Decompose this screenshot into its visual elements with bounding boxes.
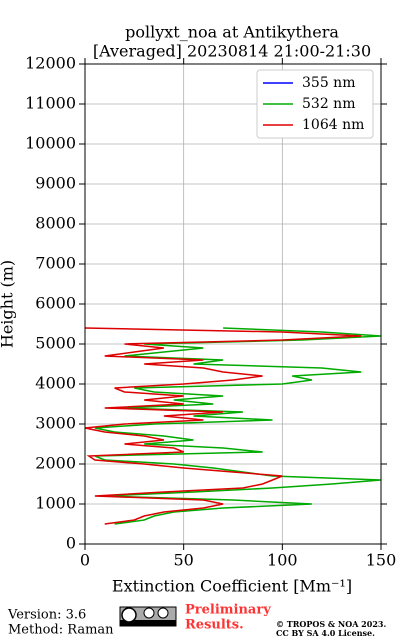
chart-title: pollyxt_noa at Antikythera — [125, 23, 339, 42]
preliminary: Results. — [185, 618, 244, 633]
y-tick-label: 10000 — [25, 134, 76, 153]
method: Method: Raman — [8, 623, 114, 638]
legend-label: 355 nm — [302, 75, 355, 91]
y-tick-label: 3000 — [35, 414, 76, 433]
legend-label: 1064 nm — [302, 117, 364, 133]
y-tick-label: 0 — [66, 534, 76, 553]
x-tick-label: 100 — [267, 551, 298, 570]
version: Version: 3.6 — [7, 608, 86, 623]
cc-logo — [119, 606, 177, 627]
y-tick-label: 1000 — [35, 494, 76, 513]
profile-line — [84, 327, 362, 525]
y-tick-label: 9000 — [35, 174, 76, 193]
y-axis-label: Height (m) — [0, 260, 17, 348]
copyright: © TROPOS & NOA 2023. — [276, 619, 386, 629]
y-tick-label: 11000 — [25, 94, 76, 113]
y-tick-label: 4000 — [35, 374, 76, 393]
legend-box — [256, 69, 374, 139]
x-tick-label: 0 — [80, 551, 90, 570]
legend-label: 532 nm — [302, 96, 355, 112]
plot-frame — [84, 63, 382, 545]
x-tick-label: 150 — [366, 551, 397, 570]
y-tick-label: 6000 — [35, 294, 76, 313]
x-axis-label: Extinction Coefficient [Mm⁻¹] — [112, 577, 352, 596]
y-tick-label: 7000 — [35, 254, 76, 273]
x-tick-label: 50 — [173, 551, 193, 570]
y-tick-label: 8000 — [35, 214, 76, 233]
copyright: CC BY SA 4.0 License. — [276, 628, 375, 638]
preliminary: Preliminary — [185, 603, 271, 618]
y-tick-label: 12000 — [25, 54, 76, 73]
legend: 355 nm 532 nm 1064 nm — [256, 69, 374, 139]
y-tick-label: 5000 — [35, 334, 76, 353]
profile-line — [94, 327, 382, 525]
chart-title: [Averaged] 20230814 21:00-21:30 — [93, 42, 371, 61]
y-tick-label: 2000 — [35, 454, 76, 473]
